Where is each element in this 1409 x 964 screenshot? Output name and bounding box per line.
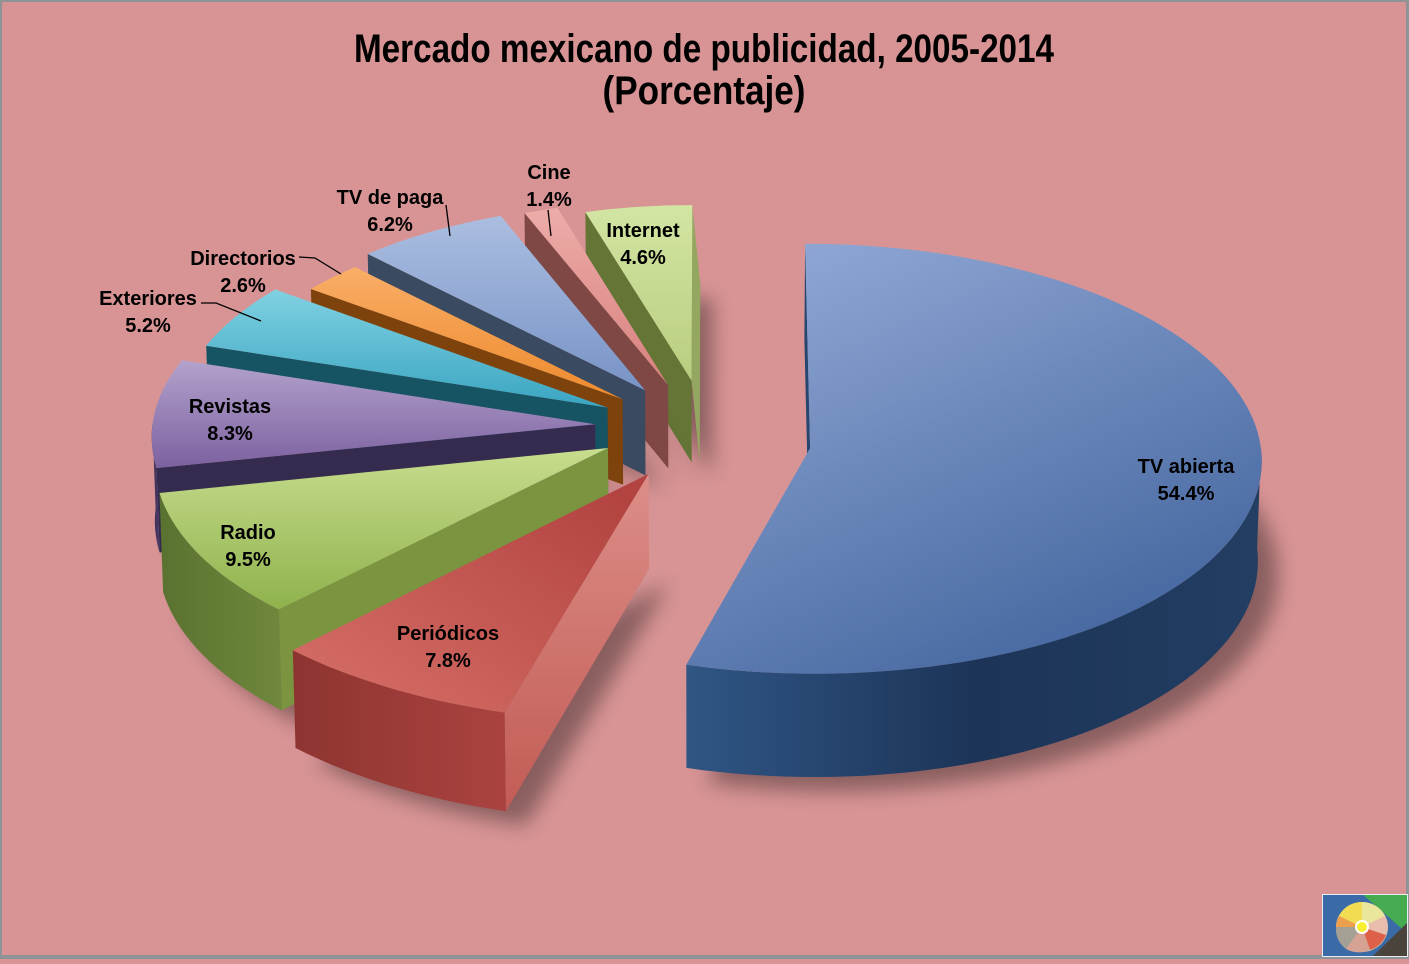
svg-text:Periódicos: Periódicos xyxy=(397,623,499,645)
svg-text:1.4%: 1.4% xyxy=(526,189,572,211)
svg-text:6.2%: 6.2% xyxy=(367,214,413,236)
svg-text:Directorios: Directorios xyxy=(190,248,296,270)
svg-text:Radio: Radio xyxy=(220,522,276,544)
svg-text:4.6%: 4.6% xyxy=(620,247,666,269)
svg-text:Revistas: Revistas xyxy=(189,396,271,418)
svg-text:8.3%: 8.3% xyxy=(207,423,253,445)
svg-text:Cine: Cine xyxy=(527,162,570,184)
svg-text:5.2%: 5.2% xyxy=(125,315,171,337)
svg-text:(Porcentaje): (Porcentaje) xyxy=(603,69,806,113)
svg-text:2.6%: 2.6% xyxy=(220,275,266,297)
svg-text:9.5%: 9.5% xyxy=(225,549,271,571)
svg-text:7.8%: 7.8% xyxy=(425,650,471,672)
svg-text:TV abierta: TV abierta xyxy=(1138,456,1236,478)
svg-text:54.4%: 54.4% xyxy=(1158,483,1215,505)
svg-text:Internet: Internet xyxy=(606,220,680,242)
svg-text:TV de paga: TV de paga xyxy=(337,187,445,209)
svg-text:Exteriores: Exteriores xyxy=(99,288,197,310)
svg-text:Mercado mexicano de publicidad: Mercado mexicano de publicidad, 2005-201… xyxy=(354,27,1055,71)
